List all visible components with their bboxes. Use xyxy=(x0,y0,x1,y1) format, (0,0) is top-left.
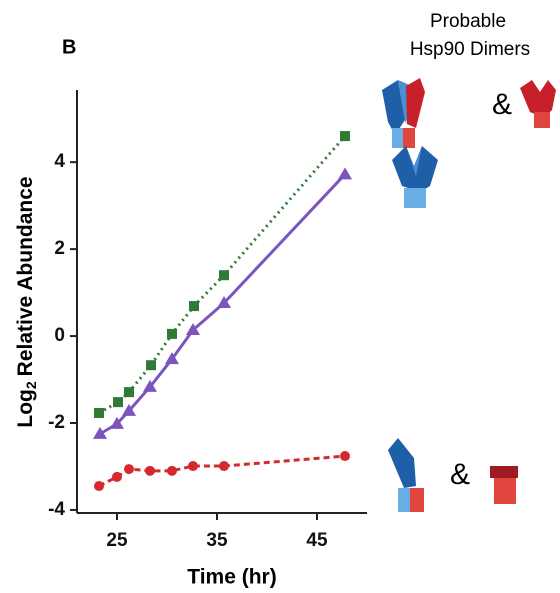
point xyxy=(143,379,157,392)
point xyxy=(93,426,107,439)
point xyxy=(94,481,104,492)
y-label-subscript: 2 xyxy=(23,381,39,389)
y-tick-label: -4 xyxy=(48,499,65,520)
ampersand: & xyxy=(492,88,512,121)
point xyxy=(146,360,156,371)
y-tick-label: 0 xyxy=(54,325,65,346)
point xyxy=(124,387,134,398)
point xyxy=(338,167,352,180)
y-tick-label: 2 xyxy=(54,238,65,259)
y-axis-label: Log2 Relative Abundance xyxy=(14,176,39,427)
point xyxy=(219,270,229,281)
blue-monomer xyxy=(388,438,424,512)
x-tick-label: 45 xyxy=(306,530,328,551)
point xyxy=(219,461,229,472)
point xyxy=(110,416,124,429)
y-tick-label: -2 xyxy=(48,412,65,433)
point xyxy=(112,471,122,482)
point xyxy=(167,465,177,476)
point xyxy=(145,465,155,476)
trend-line xyxy=(98,454,346,488)
y-label-text: Log xyxy=(14,389,37,427)
y-label-rest: Relative Abundance xyxy=(14,176,37,376)
ampersand: & xyxy=(450,458,470,491)
red-dimer xyxy=(520,80,556,128)
blue-dimer xyxy=(392,146,438,208)
point xyxy=(122,403,136,416)
point xyxy=(167,328,177,339)
point xyxy=(340,131,350,142)
point xyxy=(94,408,104,419)
red-fragment xyxy=(490,466,518,504)
header-line: Hsp90 Dimers xyxy=(410,39,530,60)
panel-label: B xyxy=(62,36,76,58)
x-tick-label: 25 xyxy=(106,530,128,551)
x-axis-label: Time (hr) xyxy=(187,566,276,589)
point xyxy=(124,464,134,475)
point xyxy=(188,461,198,472)
x-tick-label: 35 xyxy=(206,530,228,551)
point xyxy=(189,301,199,312)
point xyxy=(186,322,200,335)
blue-red-dimer xyxy=(382,78,425,148)
point xyxy=(340,451,350,462)
point xyxy=(217,296,231,309)
point xyxy=(113,397,123,408)
header-line: Probable xyxy=(430,11,506,32)
y-tick-label: 4 xyxy=(54,151,65,172)
point xyxy=(165,352,179,365)
